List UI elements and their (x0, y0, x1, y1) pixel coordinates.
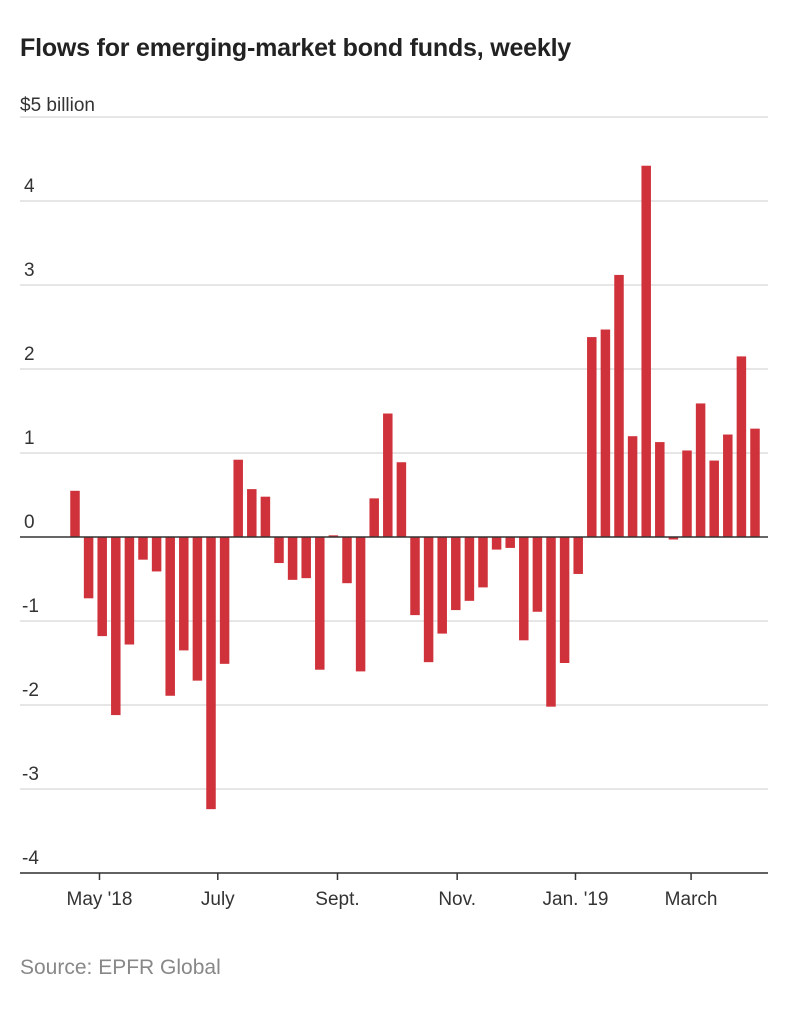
y-tick-label: -2 (22, 680, 39, 701)
bar (151, 537, 162, 572)
x-tick-label: Sept. (315, 889, 359, 910)
x-tick-label: May '18 (67, 889, 133, 910)
bar (274, 537, 284, 564)
bar (587, 337, 597, 537)
y-tick-label: 3 (24, 260, 35, 281)
bar (682, 450, 692, 537)
bar (505, 537, 515, 548)
bar (546, 537, 556, 707)
x-tick-label: Jan. '19 (543, 889, 609, 910)
bar (478, 537, 488, 588)
bar (179, 537, 189, 651)
bar (219, 537, 230, 664)
bar (206, 537, 216, 810)
bar (668, 537, 679, 540)
x-tick-label: July (201, 889, 235, 910)
bar (355, 537, 366, 672)
bar (736, 356, 747, 537)
bar (723, 434, 733, 537)
source-note: Source: EPFR Global (20, 956, 221, 979)
bar (451, 537, 461, 611)
bar (192, 537, 203, 681)
bar (464, 537, 475, 601)
y-tick-label: -3 (22, 764, 39, 785)
bar (301, 537, 311, 579)
bar (111, 537, 121, 716)
bar (124, 537, 135, 645)
bar (532, 537, 543, 612)
y-tick-label: 1 (24, 428, 35, 449)
bar (342, 537, 352, 584)
bar (369, 498, 379, 537)
bar (600, 329, 611, 537)
bar (383, 413, 393, 537)
bar (247, 489, 257, 537)
x-tick-label: Nov. (438, 889, 476, 910)
bar (655, 442, 665, 537)
y-tick-label: -1 (22, 596, 39, 617)
y-tick-label: 2 (24, 344, 35, 365)
bar (260, 496, 271, 537)
bar (437, 537, 447, 634)
y-tick-label: 0 (24, 512, 35, 533)
bar (573, 537, 583, 574)
bar (627, 436, 638, 537)
bar (70, 490, 80, 537)
chart-title: Flows for emerging-market bond funds, we… (20, 34, 572, 62)
bar (233, 459, 243, 537)
bar (396, 462, 407, 537)
bar (519, 537, 529, 641)
y-tick-label: -4 (22, 848, 39, 869)
bar-chart: -4 -3 -2 -1 0 1 2 3 4 $5 billion May '18 July Sept. N… (20, 95, 768, 910)
bar (614, 274, 624, 537)
bar (83, 537, 94, 599)
bar (423, 537, 434, 663)
bar (750, 428, 760, 537)
bar (328, 535, 339, 537)
bar (709, 460, 719, 537)
bar (695, 403, 706, 537)
bar (315, 537, 325, 670)
bar (641, 165, 651, 537)
x-tick-label: March (665, 889, 718, 910)
bar (138, 537, 148, 560)
bar (410, 537, 420, 616)
bar (491, 537, 502, 550)
bar (97, 537, 107, 637)
bar (287, 537, 298, 580)
bar (165, 537, 175, 696)
y-unit-label: $5 billion (20, 95, 95, 116)
y-tick-label: 4 (24, 176, 35, 197)
bar (559, 537, 570, 663)
